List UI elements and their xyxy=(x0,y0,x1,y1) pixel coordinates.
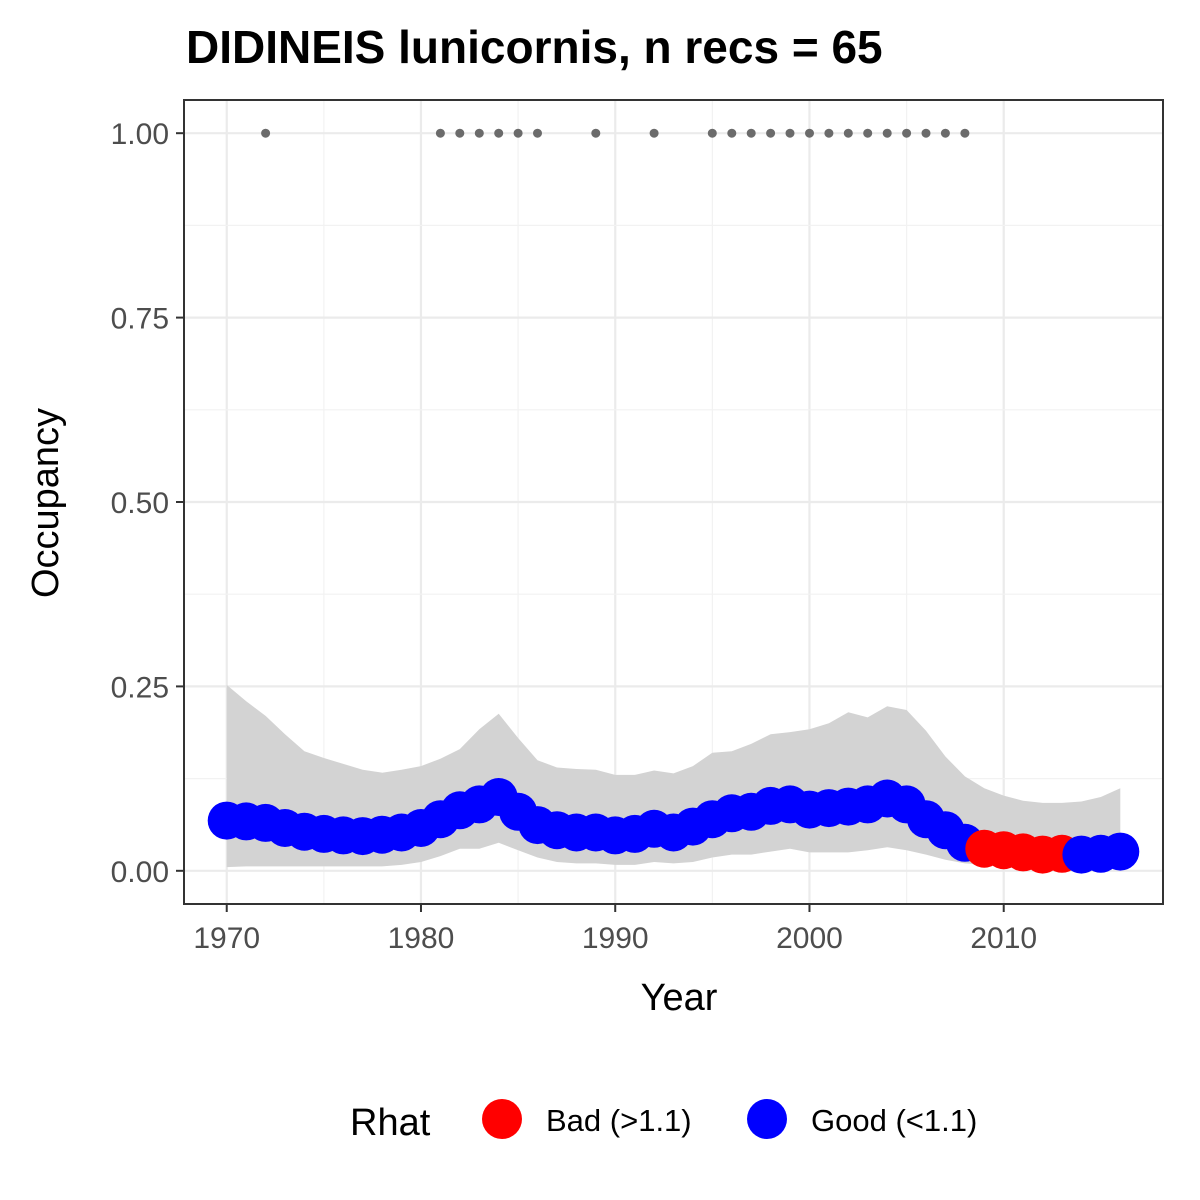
chart-title: DIDINEIS lunicornis, n recs = 65 xyxy=(186,21,883,73)
axes: 1970 1980 1990 2000 2010 0.00 0.25 0.50 0.75 1.00 xyxy=(111,118,1037,955)
record-point xyxy=(785,128,795,138)
record-point xyxy=(902,128,912,138)
y-axis-title: Occupancy xyxy=(25,408,67,598)
legend-label-bad: Bad (>1.1) xyxy=(546,1103,692,1138)
x-tick-label: 1980 xyxy=(388,922,455,955)
occupancy-points xyxy=(207,778,1140,874)
record-point xyxy=(766,128,776,138)
y-tick-label: 0.25 xyxy=(111,671,169,704)
record-point xyxy=(863,128,873,138)
record-point xyxy=(649,128,659,138)
record-point xyxy=(746,128,756,138)
legend: Rhat Bad (>1.1) Good (<1.1) xyxy=(350,1099,977,1144)
x-tick-label: 2010 xyxy=(970,922,1037,955)
record-point xyxy=(435,128,445,138)
legend-key-bad xyxy=(482,1099,522,1139)
legend-key-good xyxy=(747,1099,787,1139)
record-points xyxy=(261,128,970,138)
record-point xyxy=(727,128,737,138)
record-point xyxy=(261,128,271,138)
record-point xyxy=(824,128,834,138)
record-point xyxy=(591,128,601,138)
y-tick-label: 1.00 xyxy=(111,118,169,151)
record-point xyxy=(513,128,523,138)
record-point xyxy=(921,128,931,138)
x-tick-label: 1970 xyxy=(193,922,260,955)
record-point xyxy=(455,128,465,138)
legend-label-good: Good (<1.1) xyxy=(811,1103,977,1138)
x-tick-label: 1990 xyxy=(582,922,649,955)
x-axis-title: Year xyxy=(641,977,718,1019)
record-point xyxy=(882,128,892,138)
x-tick-label: 2000 xyxy=(776,922,843,955)
record-point xyxy=(533,128,542,138)
y-tick-label: 0.75 xyxy=(111,303,169,336)
record-point xyxy=(494,128,504,138)
record-point xyxy=(805,128,814,138)
y-tick-label: 0.00 xyxy=(111,856,169,889)
record-point xyxy=(960,128,970,138)
y-tick-label: 0.50 xyxy=(111,487,169,520)
record-point xyxy=(940,128,950,138)
record-point xyxy=(474,128,484,138)
legend-title: Rhat xyxy=(350,1102,431,1144)
record-point xyxy=(843,128,853,138)
occupancy-point-good xyxy=(1101,832,1140,871)
record-point xyxy=(707,128,717,138)
